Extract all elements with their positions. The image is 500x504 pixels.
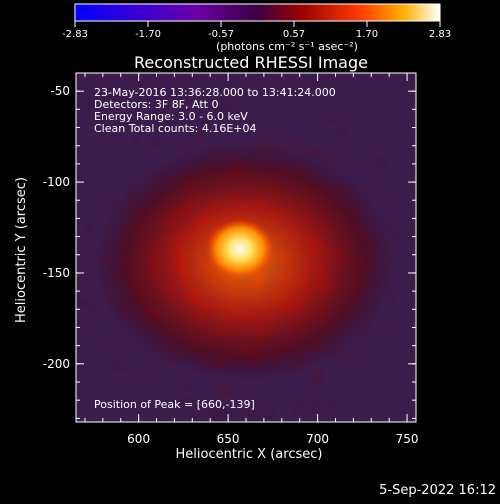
texture-streak: [83, 223, 94, 238]
info-line: Energy Range: 3.0 - 6.0 keV: [94, 110, 248, 123]
colorbar-tick-label: 0.57: [283, 29, 305, 40]
texture-streak: [136, 374, 157, 383]
texture-streak: [389, 322, 397, 336]
colorbar-tick-label: 1.70: [356, 29, 378, 40]
texture-streak: [192, 133, 206, 148]
texture-streak: [64, 228, 76, 243]
texture-streak: [76, 292, 83, 307]
texture-streak: [387, 225, 403, 243]
texture-streak: [372, 155, 388, 168]
texture-streak: [60, 207, 75, 227]
y-tick-label: -50: [50, 84, 70, 98]
texture-streak: [81, 321, 94, 332]
texture-streak: [312, 370, 325, 387]
texture-streak: [130, 135, 141, 149]
info-line: 23-May-2016 13:36:28.000 to 13:41:24.000: [94, 86, 336, 99]
colorbar-tick-label: -2.83: [62, 29, 88, 40]
texture-streak: [177, 397, 196, 406]
y-tick-label: -150: [43, 266, 70, 280]
texture-streak: [187, 413, 200, 421]
y-tick-label: -100: [43, 175, 70, 189]
texture-streak: [383, 192, 401, 206]
peak-source: [206, 218, 274, 279]
texture-streak: [347, 158, 363, 170]
texture-streak: [89, 307, 104, 321]
texture-streak: [82, 272, 97, 289]
texture-streak: [200, 116, 214, 129]
texture-streak: [176, 382, 194, 392]
colorbar: [74, 3, 441, 22]
y-tick-label: -200: [43, 357, 70, 371]
solar-image: [60, 73, 436, 422]
texture-streak: [328, 394, 339, 410]
x-tick-label: 600: [127, 432, 150, 446]
x-tick-label: 650: [217, 432, 240, 446]
x-axis-label: Heliocentric X (arcsec): [176, 447, 323, 462]
texture-streak: [263, 408, 277, 420]
texture-streak: [301, 384, 315, 400]
colorbar-ticks: -2.83 -1.70 -0.57 0.57 1.70 2.83: [62, 21, 451, 40]
texture-streak: [216, 382, 236, 396]
texture-streak: [291, 399, 306, 415]
texture-streak: [103, 342, 122, 355]
texture-streak: [193, 121, 210, 139]
texture-streak: [82, 299, 96, 312]
texture-streak: [221, 105, 234, 117]
texture-streak: [255, 134, 274, 144]
x-tick-label: 750: [396, 432, 419, 446]
texture-streak: [110, 360, 130, 373]
texture-streak: [420, 231, 434, 246]
texture-streak: [357, 347, 369, 367]
plot-title: Reconstructed RHESSI Image: [134, 53, 368, 72]
texture-streak: [249, 401, 265, 413]
info-line: Detectors: 3F 8F, Att 0: [94, 98, 218, 111]
colorbar-tick-label: -0.57: [208, 29, 234, 40]
texture-streak: [405, 227, 416, 239]
texture-streak: [212, 411, 228, 421]
info-line: Clean Total counts: 4.16E+04: [94, 122, 257, 135]
texture-streak: [220, 411, 232, 421]
texture-streak: [149, 135, 159, 149]
texture-streak: [367, 183, 380, 193]
texture-streak: [309, 366, 323, 384]
x-tick-label: 700: [306, 432, 329, 446]
texture-streak: [208, 405, 226, 419]
texture-streak: [333, 126, 350, 136]
x-ticks: 600 650 700 750: [84, 73, 419, 446]
texture-streak: [242, 384, 254, 393]
texture-streak: [78, 293, 93, 308]
y-axis-label: Heliocentric Y (arcsec): [14, 177, 29, 323]
texture-streak: [161, 119, 174, 133]
texture-streak: [348, 345, 358, 366]
y-ticks: -50 -100 -150 -200: [43, 72, 416, 419]
info-block: 23-May-2016 13:36:28.000 to 13:41:24.000…: [94, 86, 336, 135]
footer-date: 5-Sep-2022 16:12: [379, 483, 496, 498]
texture-streak: [249, 410, 263, 422]
texture-streak: [307, 400, 320, 414]
colorbar-units: (photons cm⁻² s⁻¹ asec⁻²): [216, 40, 358, 53]
texture-streak: [85, 220, 95, 241]
texture-streak: [322, 118, 343, 126]
colorbar-tick-label: -1.70: [135, 29, 161, 40]
texture-streak: [334, 138, 355, 150]
colorbar-tick-label: 2.83: [429, 29, 451, 40]
texture-streak: [421, 256, 436, 276]
peak-position-text: Position of Peak = [660,-139]: [94, 398, 255, 411]
texture-streak: [150, 134, 163, 149]
